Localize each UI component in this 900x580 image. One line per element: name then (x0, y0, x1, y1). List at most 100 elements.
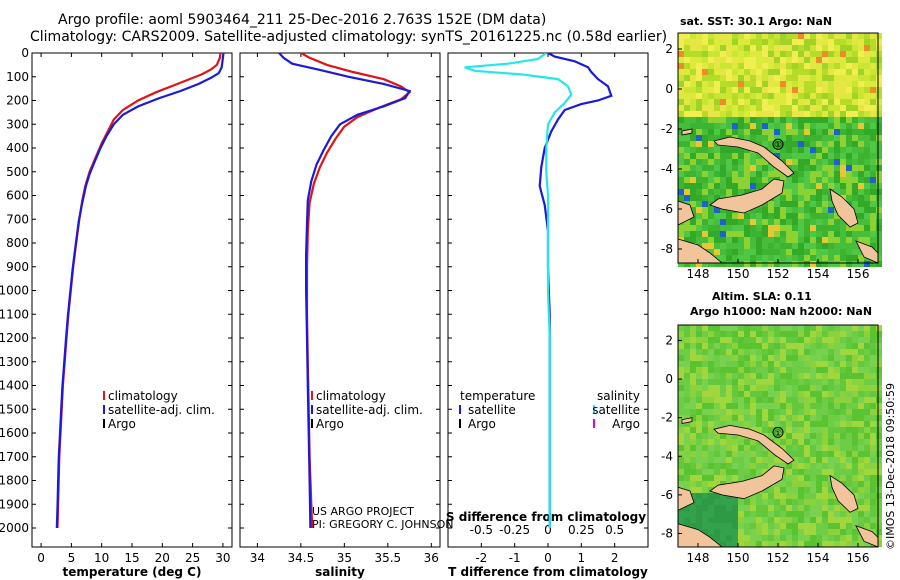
float-position-label: ① (774, 429, 782, 439)
y-tick-label: 1600 (0, 426, 29, 440)
legend-title-salinity: salinity (597, 389, 640, 403)
y-tick-label: 0 (21, 46, 29, 60)
x-tick-label-top: -0.5 (470, 523, 493, 537)
map-lon-label: 156 (847, 267, 870, 281)
map-lat-label: -2 (661, 411, 673, 425)
y-tick-label: 1500 (0, 402, 29, 416)
map-lat-label: 0 (665, 372, 673, 386)
land-mass (709, 465, 785, 500)
land-mass (829, 188, 859, 228)
map-lon-label: 154 (807, 267, 830, 281)
map-lat-label: 2 (665, 42, 673, 56)
y-tick-label: 700 (6, 212, 29, 226)
float-position-marker (772, 426, 784, 438)
map-lon-label: 156 (847, 551, 870, 565)
land-mass (713, 136, 795, 178)
y-tick-label: 1900 (0, 497, 29, 511)
project-label: US ARGO PROJECT (312, 505, 414, 518)
legend-label: climatology (108, 389, 178, 403)
y-tick-label: 1400 (0, 379, 29, 393)
x-tick-label: 36 (424, 551, 439, 565)
sla-map-title-1: Altim. SLA: 0.11 (712, 290, 812, 303)
x-tick-label: 20 (155, 551, 170, 565)
x-tick-label: 34.5 (288, 551, 315, 565)
series-line-satellite-adj-clim- (55, 53, 225, 529)
legend-label: satellite (592, 403, 640, 417)
x-tick-label: 2 (611, 551, 619, 565)
x-tick-label: 10 (94, 551, 109, 565)
header-line-2: Climatology: CARS2009. Satellite-adjuste… (30, 29, 668, 45)
x-axis-label: T difference from climatology (448, 565, 648, 579)
series-line-satellite-adj-clim- (278, 53, 412, 529)
x-tick-label: 15 (124, 551, 139, 565)
x-axis-label: temperature (deg C) (63, 565, 202, 579)
legend-label: satellite (468, 403, 516, 417)
legend-label: satellite-adj. clim. (108, 403, 215, 417)
map-lon-label: 148 (687, 267, 710, 281)
float-position-label: ① (774, 141, 782, 151)
map-lon-label: 150 (727, 551, 750, 565)
legend-label: Argo (316, 417, 344, 431)
x-tick-label-top: 0.5 (605, 523, 624, 537)
x-tick-label: 35 (337, 551, 352, 565)
x-tick-label: 0 (37, 551, 45, 565)
sst-map-title: sat. SST: 30.1 Argo: NaN (680, 15, 833, 28)
y-tick-label: 200 (6, 94, 29, 108)
y-tick-label: 1700 (0, 450, 29, 464)
header-line-1: Argo profile: aoml 5903464_211 25-Dec-20… (58, 12, 547, 28)
y-tick-label: 1800 (0, 474, 29, 488)
x-tick-label: 35.5 (374, 551, 401, 565)
map-lon-label: 148 (687, 551, 710, 565)
timestamp-label: ©IMOS 13-Dec-2018 09:50:59 (884, 383, 897, 550)
y-tick-label: 900 (6, 260, 29, 274)
y-tick-label: 2000 (0, 521, 29, 535)
pi-label: PI: GREGORY C. JOHNSON (312, 518, 454, 531)
y-tick-label: 1100 (0, 307, 29, 321)
x-tick-label: 1 (578, 551, 586, 565)
x-tick-label: -1 (509, 551, 521, 565)
legend-label: Argo (612, 417, 640, 431)
x-tick-label-top: 0 (544, 523, 552, 537)
x-tick-label-top: -0.25 (499, 523, 530, 537)
y-tick-label: 800 (6, 236, 29, 250)
float-position-marker (772, 138, 784, 150)
sst-map-image (677, 33, 882, 267)
map-lat-label: 2 (665, 333, 673, 347)
plot-frame-salinity-profile (239, 52, 441, 548)
legend-label: Argo (468, 417, 496, 431)
land-mass (709, 178, 785, 214)
x-tick-label: 5 (68, 551, 76, 565)
land-mass (681, 128, 693, 136)
y-tick-label: 100 (6, 70, 29, 84)
x-tick-label: 0 (544, 551, 552, 565)
y-tick-label: 500 (6, 165, 29, 179)
x-axis-label-top: S difference from climatology (446, 510, 646, 524)
map-lat-label: 0 (665, 82, 673, 96)
sla-map-title-2: Argo h1000: NaN h2000: NaN (690, 305, 873, 318)
land-mass (713, 424, 795, 465)
map-lat-label: -8 (661, 242, 673, 256)
map-lat-label: -2 (661, 122, 673, 136)
sla-map-image (677, 325, 882, 548)
legend-label: climatology (316, 389, 386, 403)
land-mass (681, 417, 693, 424)
y-tick-label: 1200 (0, 331, 29, 345)
x-tick-label: -2 (475, 551, 487, 565)
map-lat-label: -8 (661, 526, 673, 540)
map-lat-label: -6 (661, 202, 673, 216)
map-lon-label: 154 (807, 551, 830, 565)
map-lon-label: 152 (767, 267, 790, 281)
map-lat-label: -6 (661, 488, 673, 502)
plot-frame-temperature-profile (31, 52, 233, 548)
x-tick-label: 25 (185, 551, 200, 565)
series-line-salinity-satellite (464, 53, 573, 528)
y-tick-label: 400 (6, 141, 29, 155)
legend-label: Argo (108, 417, 136, 431)
legend-label: satellite-adj. clim. (316, 403, 423, 417)
x-tick-label: 34 (250, 551, 265, 565)
y-tick-label: 600 (6, 189, 29, 203)
x-tick-label: 30 (215, 551, 230, 565)
land-mass (829, 474, 859, 513)
map-lon-label: 152 (767, 551, 790, 565)
